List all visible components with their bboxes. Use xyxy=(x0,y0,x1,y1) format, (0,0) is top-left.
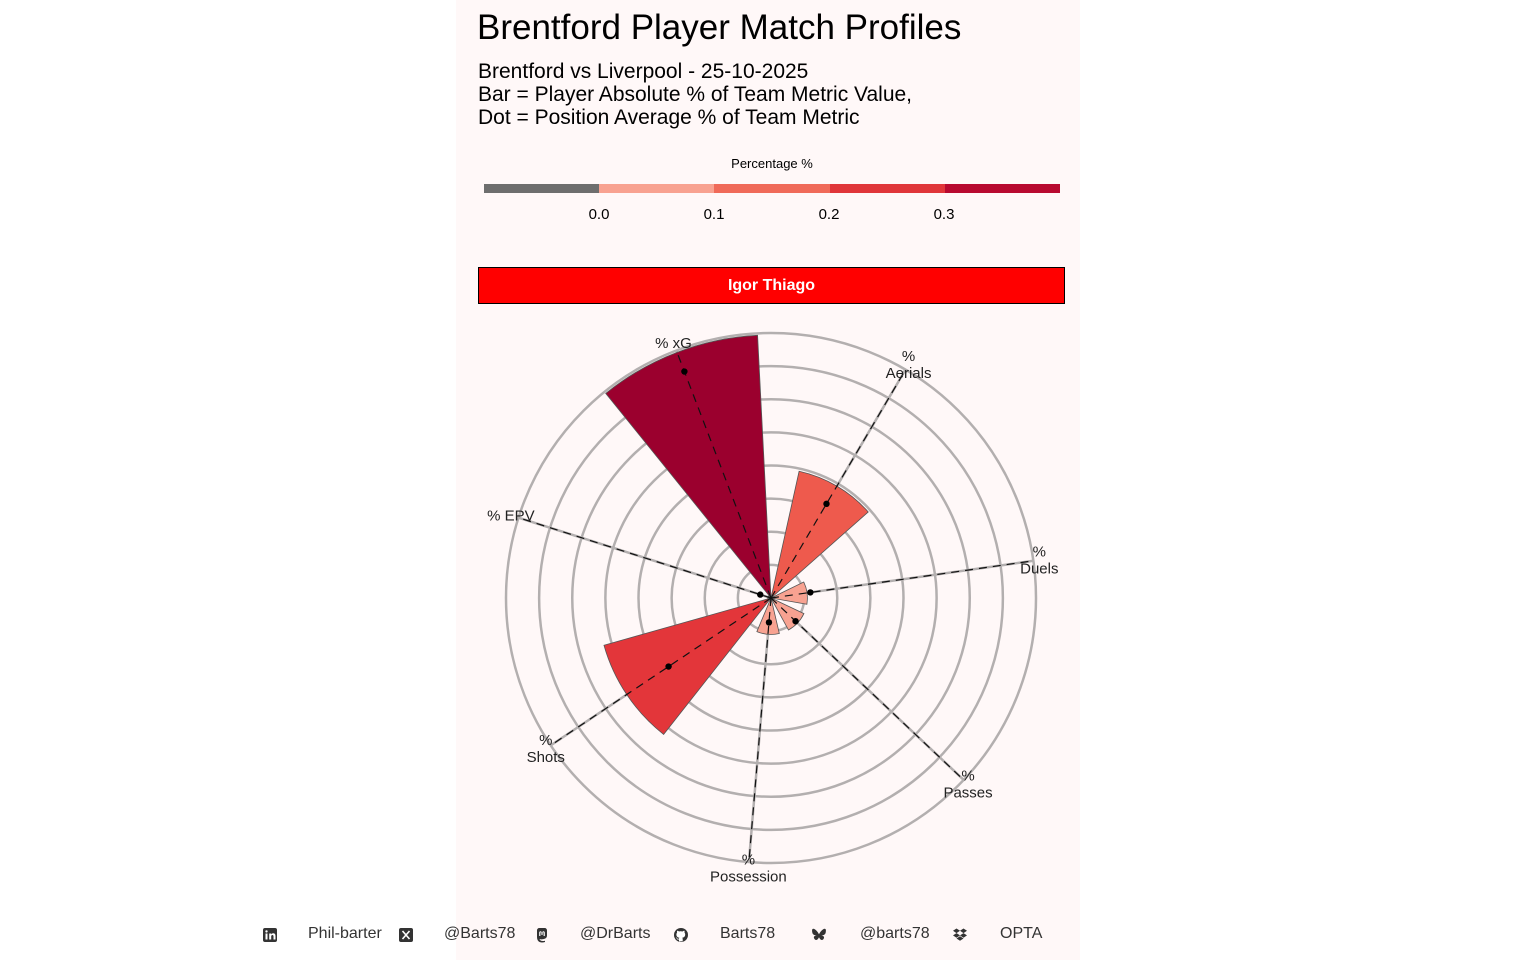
avg-dot-aerials xyxy=(823,500,830,508)
axis-label-aerials: Aerials xyxy=(886,365,932,382)
axis-label-shots: % xyxy=(539,732,552,749)
axis-dashed-spoke xyxy=(550,597,772,746)
axis-label-possession: % xyxy=(742,852,755,869)
axis-label-xg: % xG xyxy=(655,335,692,352)
polar-bar-chart: %Aerials%Duels%Passes%Possession%Shots% … xyxy=(487,331,1058,886)
axis-label-possession: Possession xyxy=(710,869,787,886)
axis-dashed-spoke xyxy=(770,369,907,599)
legend-tick: 0.2 xyxy=(818,206,840,223)
bluesky-icon xyxy=(812,928,826,941)
mastodon-icon xyxy=(537,928,547,943)
bar-aerials xyxy=(770,470,869,600)
player-name-strip: Igor Thiago xyxy=(478,267,1065,304)
legend-tick: 0.1 xyxy=(703,206,725,223)
legend-tick: 0.3 xyxy=(933,206,955,223)
subtitle-line: Brentford vs Liverpool - 25-10-2025 xyxy=(478,60,809,83)
footer-text: @Barts78 xyxy=(444,925,516,942)
subtitle-line: Bar = Player Absolute % of Team Metric V… xyxy=(478,83,913,106)
legend-title: Percentage % xyxy=(731,156,813,171)
footer-text: @DrBarts xyxy=(580,925,651,942)
axis-label-aerials: % xyxy=(902,348,915,365)
legend-colorbar xyxy=(484,184,1061,193)
axis-label-epv: % EPV xyxy=(487,507,535,524)
axis-label-shots: Shots xyxy=(527,749,565,766)
dropbox-icon xyxy=(953,928,967,941)
github-icon xyxy=(674,928,688,942)
footer-credits: Phil-barter @Barts78 @DrBarts Barts78 @b… xyxy=(0,922,1536,948)
bar-possession xyxy=(756,596,780,635)
axis-dashed-spoke xyxy=(675,350,772,599)
legend-color-segment xyxy=(829,184,945,193)
legend-color-segment xyxy=(599,184,715,193)
x-icon xyxy=(399,928,413,942)
axis-label-passes: Passes xyxy=(943,785,992,802)
player-name: Igor Thiago xyxy=(727,276,816,294)
grid-ring xyxy=(637,464,905,732)
footer-text: Phil-barter xyxy=(308,925,382,942)
footer-text: Barts78 xyxy=(720,925,776,942)
legend-color-segment xyxy=(484,184,600,193)
axis-dashed-spoke xyxy=(770,560,1034,599)
grid-ring xyxy=(571,398,971,798)
avg-dot-epv xyxy=(757,591,764,598)
footer-text: OPTA xyxy=(1000,925,1043,942)
axis-label-duels: Duels xyxy=(1020,560,1058,577)
chart-subtitle: Brentford vs Liverpool - 25-10-2025 Bar … xyxy=(478,60,912,129)
grid-ring xyxy=(537,364,1005,832)
axis-label-duels: % xyxy=(1033,543,1046,560)
grid-ring xyxy=(504,331,1038,865)
grid-ring xyxy=(703,530,839,666)
axis-dashed-spoke xyxy=(518,517,772,599)
avg-dot-shots xyxy=(665,663,672,670)
grid-ring xyxy=(670,497,872,699)
axis-dashed-spoke xyxy=(748,597,772,863)
grid-ring xyxy=(604,431,938,765)
legend-tick: 0.0 xyxy=(588,206,610,223)
avg-dot-xg xyxy=(681,368,688,375)
linkedin-icon xyxy=(263,928,277,942)
chart-panel xyxy=(456,0,1080,960)
avg-dot-passes xyxy=(792,617,799,625)
footer-text: @barts78 xyxy=(860,925,930,942)
legend-color-segment xyxy=(714,184,830,193)
bar-duels xyxy=(769,581,808,605)
axis-dashed-spoke xyxy=(770,597,965,781)
chart-title: Brentford Player Match Profiles xyxy=(477,8,962,47)
avg-dot-duels xyxy=(807,589,814,596)
avg-dot-possession xyxy=(765,619,773,626)
subtitle-line: Dot = Position Average % of Team Metric xyxy=(478,106,860,129)
axis-label-passes: % xyxy=(961,768,974,785)
bar-xg xyxy=(605,334,772,600)
legend-color-segment xyxy=(944,184,1061,193)
bar-shots xyxy=(603,597,773,735)
